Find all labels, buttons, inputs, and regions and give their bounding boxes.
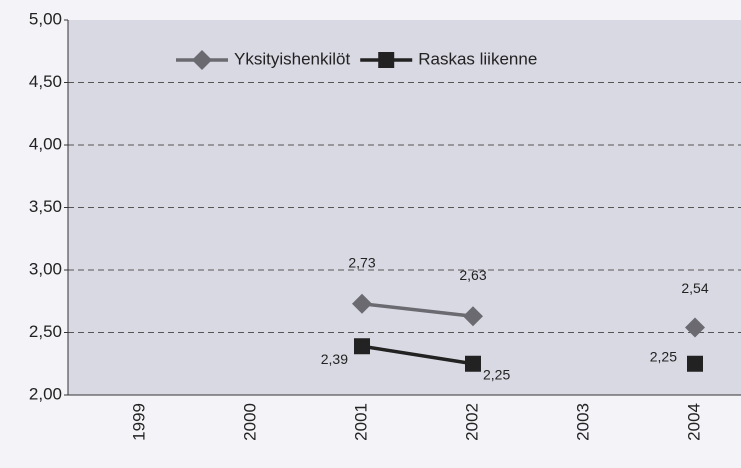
x-tick-label: 2001 (351, 403, 370, 441)
value-label: 2,63 (459, 267, 486, 283)
x-tick-label: 2002 (462, 403, 481, 441)
y-tick-label: 3,00 (29, 259, 62, 278)
legend-label: Yksityishenkilöt (234, 49, 350, 68)
legend-marker (192, 50, 212, 70)
point (685, 317, 705, 338)
series-line (361, 344, 474, 366)
value-label: 2,39 (321, 351, 348, 367)
y-tick-label: 2,00 (29, 384, 62, 403)
value-label: 2,54 (681, 280, 708, 296)
value-label: 2,25 (650, 348, 677, 364)
y-tick-label: 4,00 (29, 134, 62, 153)
y-tick-label: 2,50 (29, 322, 62, 341)
x-tick-label: 2003 (573, 403, 592, 441)
x-tick-label: 2000 (240, 403, 259, 441)
series-line (361, 302, 474, 318)
legend-label: Raskas liikenne (418, 49, 537, 68)
point (352, 293, 372, 314)
y-tick-label: 4,50 (29, 72, 62, 91)
x-tick-label: 2004 (684, 403, 703, 441)
legend-marker (378, 52, 395, 68)
value-label: 2,73 (348, 254, 375, 270)
y-tick-label: 3,50 (29, 197, 62, 216)
x-tick-label: 1999 (129, 403, 148, 441)
value-label: 2,25 (483, 366, 510, 382)
y-tick-label: 5,00 (29, 9, 62, 28)
point (687, 355, 703, 372)
point (354, 338, 370, 355)
point (465, 355, 481, 372)
point (463, 306, 483, 327)
